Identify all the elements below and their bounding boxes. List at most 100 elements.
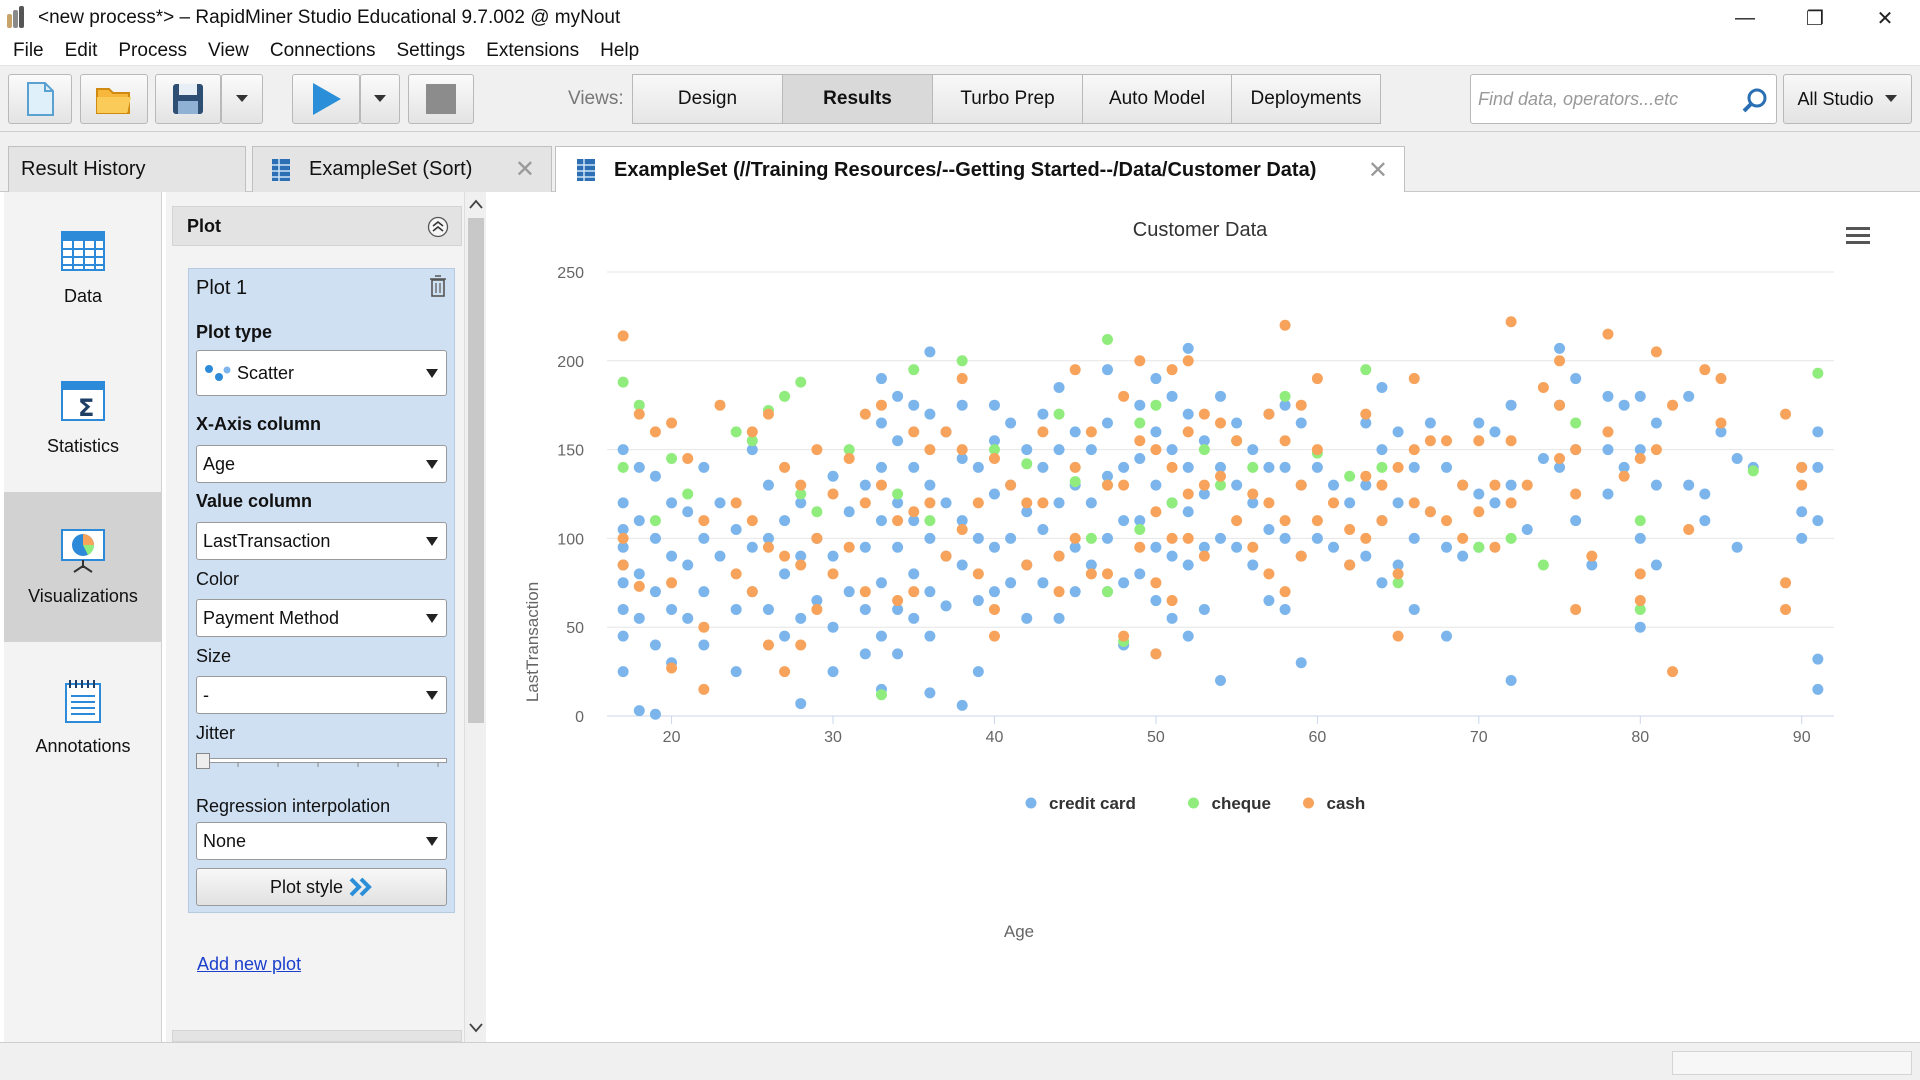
data-point[interactable] [908,426,920,438]
view-tab-deployments[interactable]: Deployments [1231,74,1381,124]
data-point[interactable] [617,559,629,571]
data-point[interactable] [1715,373,1727,385]
data-point[interactable] [1376,381,1388,393]
data-point[interactable] [1570,417,1582,429]
data-point[interactable] [1505,316,1517,328]
save-options-dropdown[interactable] [221,74,263,124]
data-point[interactable] [972,568,984,580]
data-point[interactable] [1505,479,1517,491]
data-point[interactable] [1554,452,1566,464]
data-point[interactable] [843,541,855,553]
data-point[interactable] [1295,550,1307,562]
data-point[interactable] [1037,408,1049,420]
data-point[interactable] [1037,461,1049,473]
data-point[interactable] [1634,390,1646,402]
search-icon[interactable] [1742,87,1768,113]
data-point[interactable] [956,444,968,456]
data-point[interactable] [1408,373,1420,385]
data-point[interactable] [1118,479,1130,491]
data-point[interactable] [1392,630,1404,642]
data-point[interactable] [1134,515,1146,527]
data-point[interactable] [988,488,1000,500]
data-point[interactable] [1537,559,1549,571]
data-point[interactable] [1231,417,1243,429]
data-point[interactable] [988,603,1000,615]
data-point[interactable] [1263,595,1275,607]
data-point[interactable] [1602,488,1614,500]
data-point[interactable] [892,488,904,500]
data-point[interactable] [1182,630,1194,642]
data-point[interactable] [1537,452,1549,464]
data-point[interactable] [1796,479,1808,491]
tab-exampleset-customer-data[interactable]: ExampleSet (//Training Resources/--Getti… [555,146,1405,193]
minimize-button[interactable]: — [1735,6,1755,29]
data-point[interactable] [988,630,1000,642]
data-point[interactable] [746,444,758,456]
data-point[interactable] [811,506,823,518]
data-point[interactable] [1247,444,1259,456]
data-point[interactable] [1344,470,1356,482]
data-point[interactable] [1360,532,1372,544]
data-point[interactable] [1489,426,1501,438]
data-point[interactable] [762,541,774,553]
data-point[interactable] [1457,479,1469,491]
data-point[interactable] [1279,603,1291,615]
data-point[interactable] [649,426,661,438]
data-point[interactable] [1053,550,1065,562]
data-point[interactable] [1263,497,1275,509]
data-point[interactable] [1376,479,1388,491]
data-point[interactable] [1570,488,1582,500]
data-point[interactable] [1376,577,1388,589]
data-point[interactable] [908,364,920,376]
data-point[interactable] [1505,399,1517,411]
data-point[interactable] [875,515,887,527]
data-point[interactable] [666,662,678,674]
data-point[interactable] [1780,408,1792,420]
data-point[interactable] [892,595,904,607]
data-point[interactable] [1424,417,1436,429]
data-point[interactable] [633,568,645,580]
delete-plot-icon[interactable] [430,275,446,297]
data-point[interactable] [1085,559,1097,571]
data-point[interactable] [924,479,936,491]
data-point[interactable] [1150,595,1162,607]
data-point[interactable] [988,444,1000,456]
data-point[interactable] [1101,479,1113,491]
plot-panel-header[interactable]: Plot [172,206,462,246]
data-point[interactable] [1521,524,1533,536]
data-point[interactable] [1182,408,1194,420]
data-point[interactable] [1392,559,1404,571]
data-point[interactable] [762,532,774,544]
data-point[interactable] [1069,476,1081,488]
data-point[interactable] [1166,444,1178,456]
plot-style-button[interactable]: Plot style [196,868,447,906]
data-point[interactable] [892,603,904,615]
data-point[interactable] [940,497,952,509]
data-point[interactable] [1408,603,1420,615]
data-point[interactable] [956,452,968,464]
data-point[interactable] [1215,479,1226,491]
data-point[interactable] [1198,541,1210,553]
data-point[interactable] [1182,426,1194,438]
data-point[interactable] [1053,612,1065,624]
data-point[interactable] [1263,408,1275,420]
data-point[interactable] [762,603,774,615]
data-point[interactable] [1215,532,1226,544]
data-point[interactable] [1570,373,1582,385]
data-point[interactable] [1021,497,1033,509]
data-point[interactable] [1473,488,1485,500]
data-point[interactable] [762,479,774,491]
data-point[interactable] [1182,532,1194,544]
data-point[interactable] [617,497,629,509]
data-point[interactable] [1166,595,1178,607]
data-point[interactable] [1231,541,1243,553]
data-point[interactable] [1650,346,1662,358]
data-point[interactable] [1796,532,1808,544]
data-point[interactable] [956,699,968,711]
data-point[interactable] [1150,373,1162,385]
data-point[interactable] [827,621,839,633]
data-point[interactable] [875,417,887,429]
data-point[interactable] [1134,541,1146,553]
regression-select[interactable]: None [196,822,447,860]
data-point[interactable] [1311,532,1323,544]
